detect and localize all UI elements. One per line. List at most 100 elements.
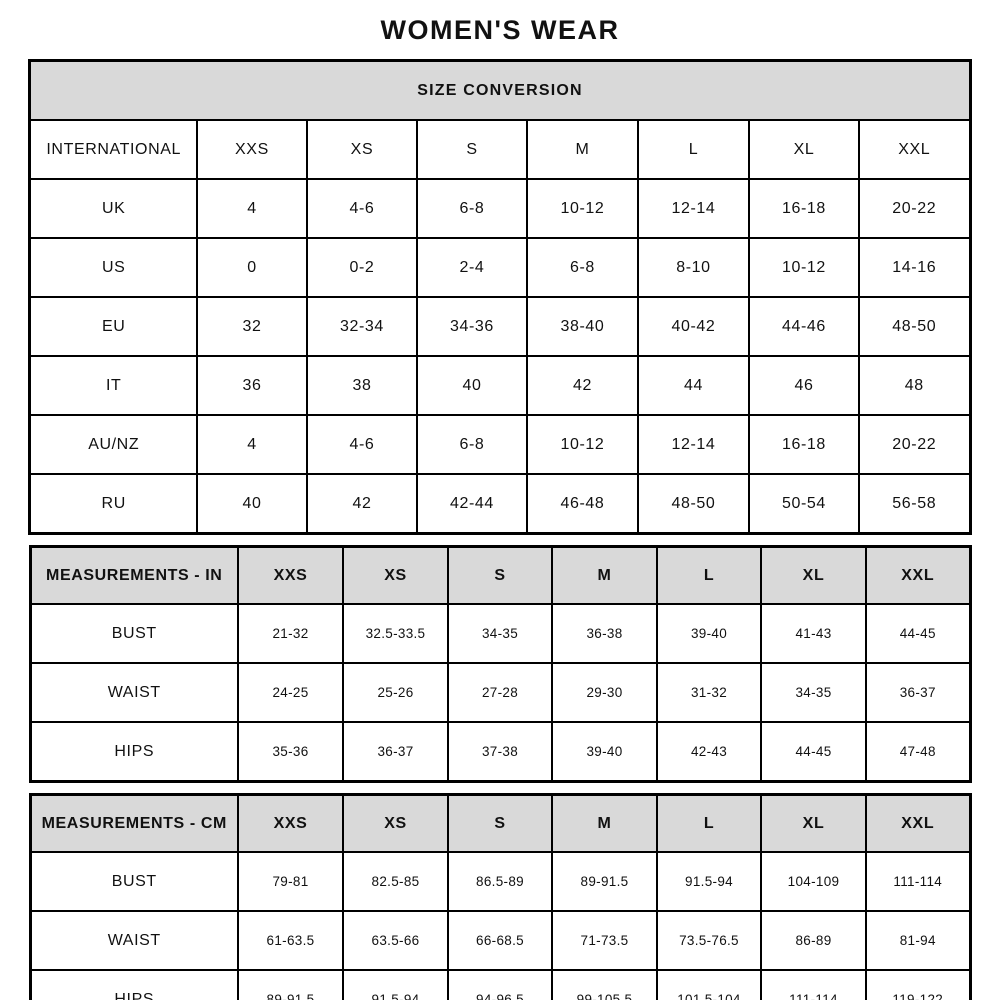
value-cell: 86.5-89 bbox=[447, 851, 553, 912]
value-cell: 40-42 bbox=[636, 296, 750, 357]
value-cell: 48-50 bbox=[636, 473, 750, 535]
value-cell: 25-26 bbox=[342, 662, 449, 723]
size-header-cell: XXS bbox=[195, 119, 308, 180]
value-cell: 86-89 bbox=[760, 910, 867, 971]
value-cell: 42 bbox=[525, 355, 639, 416]
size-header-cell: XL bbox=[760, 793, 867, 853]
value-cell: 0-2 bbox=[305, 237, 418, 298]
row-label-cell: UK bbox=[28, 178, 198, 239]
value-cell: 32 bbox=[195, 296, 308, 357]
table-row: BUST 21-32 32.5-33.5 34-35 36-38 39-40 41-43 44… bbox=[29, 603, 971, 664]
column-header-row: INTERNATIONAL XXS XS S M L XL XXL bbox=[28, 119, 972, 180]
value-cell: 42 bbox=[305, 473, 418, 535]
size-header-cell: S bbox=[447, 545, 553, 605]
value-cell: 94-96.5 bbox=[447, 969, 553, 1000]
value-cell: 104-109 bbox=[760, 851, 867, 912]
value-cell: 56-58 bbox=[857, 473, 972, 535]
row-label-cell: WAIST bbox=[29, 910, 239, 971]
value-cell: 16-18 bbox=[747, 178, 860, 239]
value-cell: 40 bbox=[195, 473, 308, 535]
column-header-row: MEASUREMENTS - CM XXS XS S M L XL XXL bbox=[29, 793, 971, 853]
size-header-cell: XS bbox=[342, 793, 449, 853]
value-cell: 119-122 bbox=[865, 969, 971, 1000]
value-cell: 39-40 bbox=[656, 603, 762, 664]
table-row: US 0 0-2 2-4 6-8 8-10 10-12 14-16 bbox=[28, 237, 972, 298]
size-header-cell: XL bbox=[747, 119, 860, 180]
size-conversion-body: SIZE CONVERSION INTERNATIONAL XXS XS S M L XL XX… bbox=[28, 59, 972, 535]
size-header-cell: XXL bbox=[865, 545, 971, 605]
table-row: AU/NZ 4 4-6 6-8 10-12 12-14 16-18 20-22 bbox=[28, 414, 972, 475]
size-header-cell: M bbox=[551, 545, 658, 605]
size-header-cell: XXL bbox=[857, 119, 972, 180]
value-cell: 12-14 bbox=[636, 414, 750, 475]
row-label-cell: BUST bbox=[29, 603, 239, 664]
value-cell: 4-6 bbox=[305, 414, 418, 475]
value-cell: 79-81 bbox=[237, 851, 344, 912]
value-cell: 91.5-94 bbox=[342, 969, 449, 1000]
value-cell: 44-46 bbox=[747, 296, 860, 357]
table-banner: SIZE CONVERSION bbox=[28, 59, 972, 121]
corner-header-cell: INTERNATIONAL bbox=[28, 119, 198, 180]
value-cell: 10-12 bbox=[525, 414, 639, 475]
size-header-cell: M bbox=[525, 119, 639, 180]
value-cell: 4 bbox=[195, 414, 308, 475]
value-cell: 36-37 bbox=[865, 662, 971, 723]
row-label-cell: AU/NZ bbox=[28, 414, 198, 475]
value-cell: 50-54 bbox=[747, 473, 860, 535]
value-cell: 82.5-85 bbox=[342, 851, 449, 912]
value-cell: 34-36 bbox=[415, 296, 528, 357]
value-cell: 63.5-66 bbox=[342, 910, 449, 971]
measurements-in-body: MEASUREMENTS - IN XXS XS S M L XL XXL BUST 21-32 3… bbox=[29, 545, 971, 783]
size-header-cell: XXL bbox=[865, 793, 971, 853]
size-header-cell: L bbox=[636, 119, 750, 180]
value-cell: 89-91.5 bbox=[551, 851, 658, 912]
value-cell: 20-22 bbox=[857, 178, 972, 239]
value-cell: 14-16 bbox=[857, 237, 972, 298]
value-cell: 36-37 bbox=[342, 721, 449, 783]
value-cell: 21-32 bbox=[237, 603, 344, 664]
value-cell: 2-4 bbox=[415, 237, 528, 298]
value-cell: 4 bbox=[195, 178, 308, 239]
size-header-cell: S bbox=[447, 793, 553, 853]
value-cell: 36 bbox=[195, 355, 308, 416]
value-cell: 29-30 bbox=[551, 662, 658, 723]
value-cell: 38 bbox=[305, 355, 418, 416]
value-cell: 34-35 bbox=[760, 662, 867, 723]
measurements-cm-table: MEASUREMENTS - CM XXS XS S M L XL XXL BUST 79-81 8… bbox=[28, 793, 972, 1000]
value-cell: 6-8 bbox=[415, 178, 528, 239]
value-cell: 91.5-94 bbox=[656, 851, 762, 912]
value-cell: 24-25 bbox=[237, 662, 344, 723]
row-label-cell: EU bbox=[28, 296, 198, 357]
table-row: BUST 79-81 82.5-85 86.5-89 89-91.5 91.5-94 104… bbox=[29, 851, 971, 912]
value-cell: 48-50 bbox=[857, 296, 972, 357]
value-cell: 27-28 bbox=[447, 662, 553, 723]
value-cell: 111-114 bbox=[760, 969, 867, 1000]
value-cell: 39-40 bbox=[551, 721, 658, 783]
value-cell: 36-38 bbox=[551, 603, 658, 664]
value-cell: 111-114 bbox=[865, 851, 971, 912]
table-row: EU 32 32-34 34-36 38-40 40-42 44-46 48-50 bbox=[28, 296, 972, 357]
value-cell: 47-48 bbox=[865, 721, 971, 783]
value-cell: 99-105.5 bbox=[551, 969, 658, 1000]
value-cell: 81-94 bbox=[865, 910, 971, 971]
value-cell: 37-38 bbox=[447, 721, 553, 783]
table-row: IT 36 38 40 42 44 46 48 bbox=[28, 355, 972, 416]
size-header-cell: XL bbox=[760, 545, 867, 605]
value-cell: 6-8 bbox=[525, 237, 639, 298]
table-row: HIPS 35-36 36-37 37-38 39-40 42-43 44-45 47-48 bbox=[29, 721, 971, 783]
value-cell: 35-36 bbox=[237, 721, 344, 783]
table-row: UK 4 4-6 6-8 10-12 12-14 16-18 20-22 bbox=[28, 178, 972, 239]
size-header-cell: L bbox=[656, 793, 762, 853]
value-cell: 73.5-76.5 bbox=[656, 910, 762, 971]
row-label-cell: HIPS bbox=[29, 721, 239, 783]
table-row: RU 40 42 42-44 46-48 48-50 50-54 56-58 bbox=[28, 473, 972, 535]
value-cell: 61-63.5 bbox=[237, 910, 344, 971]
column-header-row: MEASUREMENTS - IN XXS XS S M L XL XXL bbox=[29, 545, 971, 605]
table-row: WAIST 61-63.5 63.5-66 66-68.5 71-73.5 73.5-76… bbox=[29, 910, 971, 971]
row-label-cell: RU bbox=[28, 473, 198, 535]
corner-header-cell: MEASUREMENTS - IN bbox=[29, 545, 239, 605]
value-cell: 31-32 bbox=[656, 662, 762, 723]
value-cell: 42-44 bbox=[415, 473, 528, 535]
value-cell: 20-22 bbox=[857, 414, 972, 475]
